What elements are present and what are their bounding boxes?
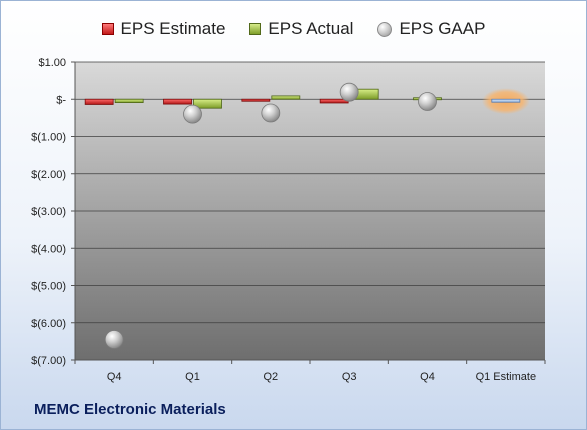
y-tick-label: $(6.00): [31, 318, 66, 330]
legend-item-eps-gaap: EPS GAAP: [377, 19, 485, 39]
legend-label-eps-gaap: EPS GAAP: [399, 19, 486, 38]
point-eps-gaap: [183, 104, 202, 124]
x-tick-label: Q4: [107, 371, 122, 383]
point-eps-gaap: [104, 330, 124, 349]
y-tick-label: $(2.00): [31, 169, 66, 181]
y-tick-label: $(4.00): [31, 243, 66, 255]
x-tick-label: Q2: [263, 371, 278, 383]
x-tick-label: Q4: [420, 371, 435, 383]
eps-actual-swatch-icon: [249, 23, 262, 35]
x-tick-label: Q1: [185, 371, 200, 383]
chart-legend: EPS Estimate EPS Actual EPS GAAP: [0, 16, 587, 42]
point-eps-gaap: [261, 103, 281, 123]
y-tick-label: $(5.00): [31, 281, 66, 293]
point-eps-gaap: [339, 82, 359, 102]
eps-gaap-marker-icon: [377, 21, 393, 37]
y-tick-label: $1.00: [38, 57, 66, 69]
legend-item-eps-estimate: EPS Estimate: [101, 19, 226, 39]
company-title: MEMC Electronic Materials: [34, 401, 226, 418]
bar-eps-actual: [114, 98, 144, 104]
y-tick-label: $(7.00): [31, 355, 66, 367]
y-tick-label: $(3.00): [31, 206, 66, 218]
y-tick-label: $-: [56, 94, 66, 106]
eps-estimate-swatch-icon: [101, 23, 114, 35]
x-tick-label: Q3: [342, 371, 357, 383]
bar-eps-actual: [271, 95, 301, 100]
bar-eps-estimate: [163, 98, 192, 105]
legend-label-eps-estimate: EPS Estimate: [120, 19, 226, 38]
y-tick-label: $(1.00): [31, 132, 66, 144]
x-tick-label: Q1 Estimate: [476, 371, 537, 383]
legend-label-eps-actual: EPS Actual: [268, 19, 354, 38]
bar-eps-estimate: [84, 98, 114, 105]
point-eps-gaap: [418, 92, 437, 111]
legend-item-eps-actual: EPS Actual: [249, 19, 353, 39]
bar-eps-estimate: [491, 98, 521, 103]
bar-eps-estimate: [241, 98, 271, 102]
bar-eps-actual: [193, 98, 222, 109]
